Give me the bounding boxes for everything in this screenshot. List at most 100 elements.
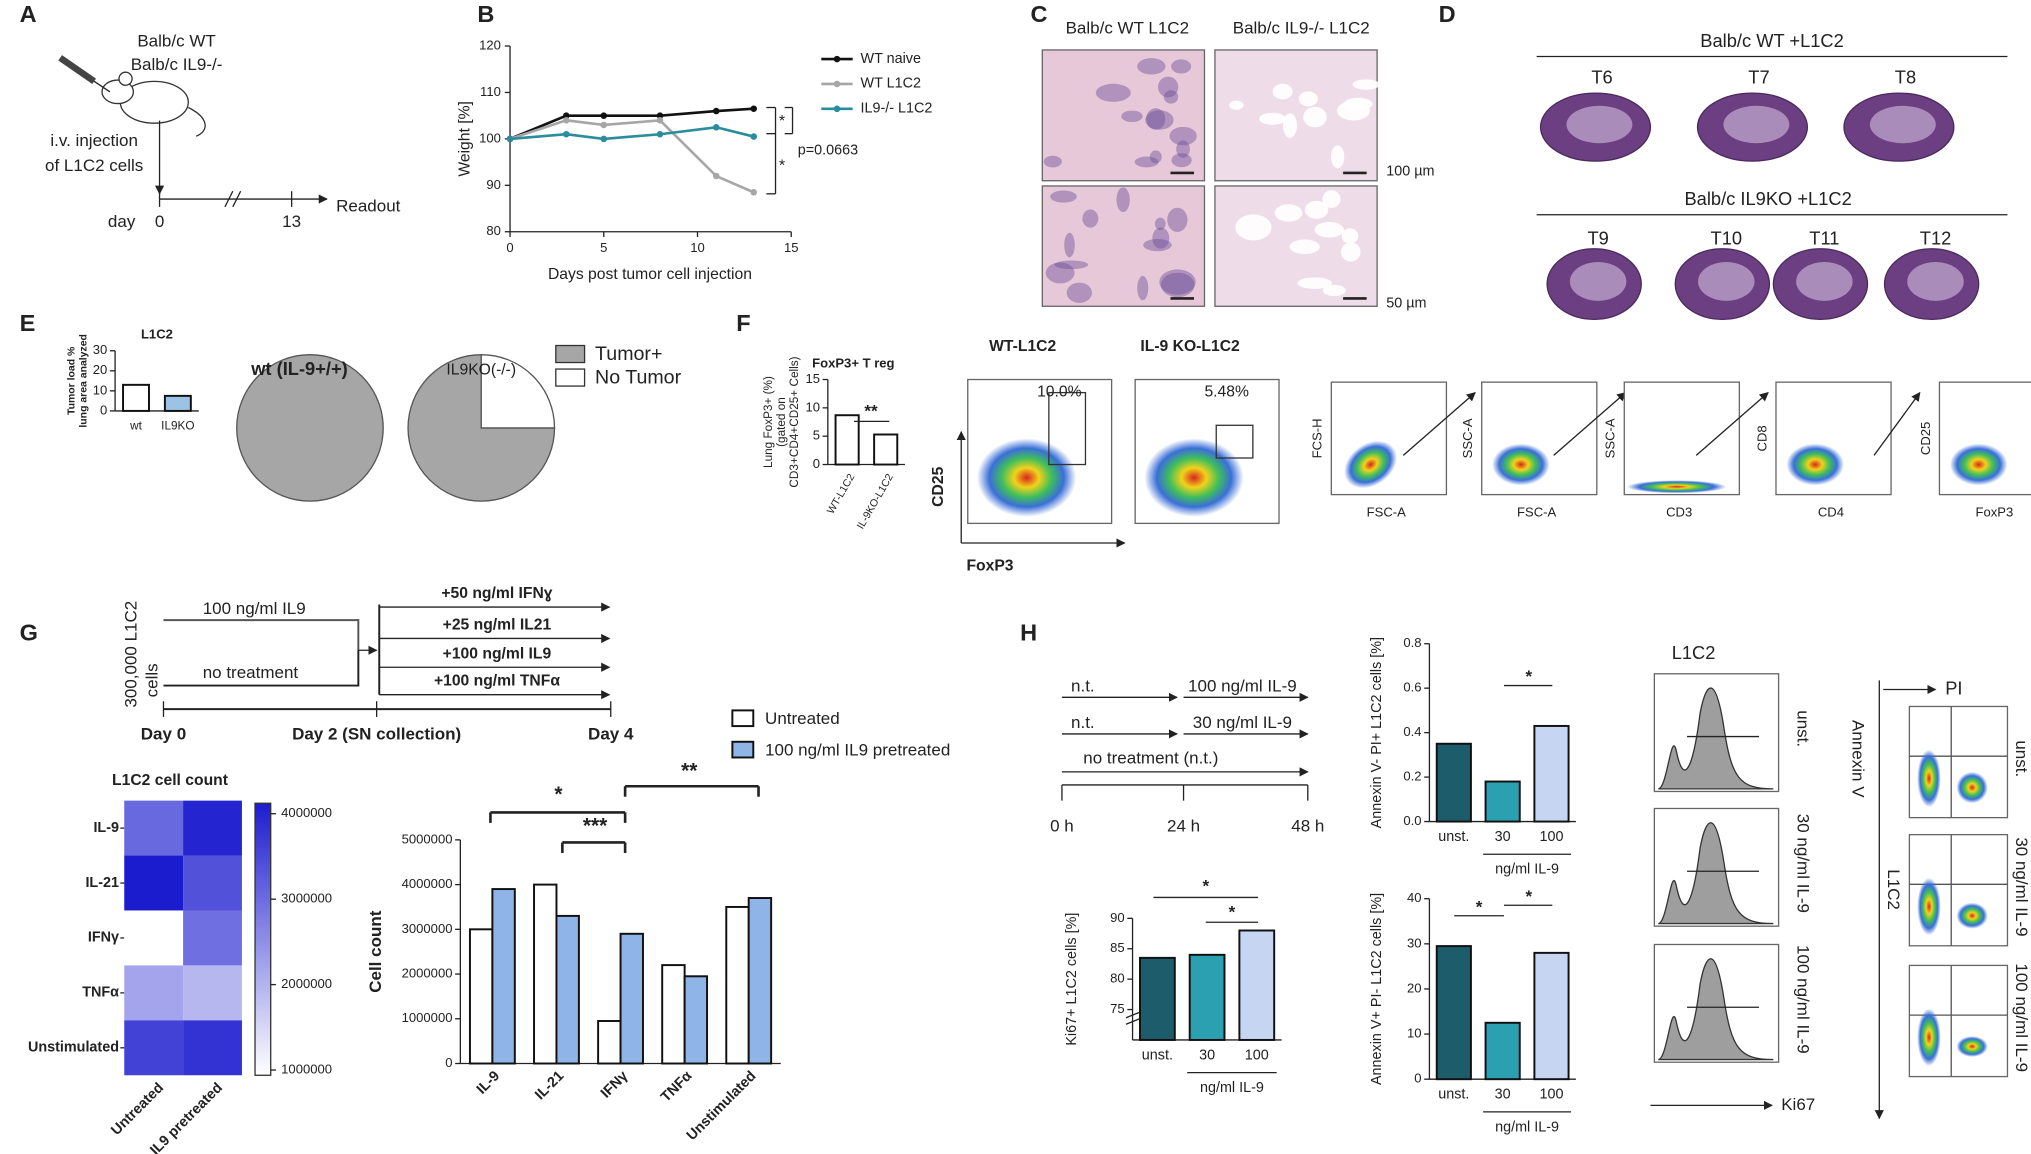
- flow-density: [976, 438, 1077, 517]
- x-axis-label: ng/ml IL-9: [1495, 862, 1559, 878]
- airspace: [1304, 200, 1329, 219]
- line: [509, 125, 755, 141]
- bar: [1484, 780, 1521, 823]
- x-tick-label: 15: [784, 240, 799, 255]
- label: 30 ng/ml IL-9: [1794, 814, 1813, 913]
- y-tick-label: 0: [1414, 1071, 1421, 1086]
- y-tick-label: 90: [1110, 910, 1125, 925]
- heatmap-cell: [124, 965, 184, 1021]
- tissue: [1146, 108, 1166, 130]
- tissue: [1045, 262, 1075, 284]
- label: Ki67: [1781, 1095, 1815, 1114]
- y-tick-label: 0.4: [1403, 724, 1421, 739]
- bar: [555, 914, 580, 1065]
- bar: [1484, 1021, 1521, 1081]
- label: n.t.: [1071, 713, 1095, 732]
- y-axis-label: lung area analyzed: [78, 334, 89, 428]
- tissue: [1043, 155, 1062, 168]
- tissue: [1169, 126, 1197, 146]
- panel-letter: E: [20, 310, 36, 336]
- annotation: *: [1476, 897, 1483, 916]
- panel-letter: H: [1020, 620, 1037, 646]
- y-tick-label: 30: [93, 342, 108, 357]
- tissue: [1116, 187, 1130, 213]
- y-tick-label: 30: [1407, 935, 1422, 950]
- y-tick-label: 40: [1407, 890, 1422, 905]
- y-tick-label: 10: [93, 382, 108, 397]
- x-tick-label: 100: [1539, 829, 1563, 845]
- legend-swatch: [731, 740, 755, 759]
- airspace: [1235, 214, 1272, 241]
- x-tick-label: IL-21: [532, 1068, 567, 1103]
- airspace: [1322, 284, 1346, 297]
- legend-label: WT naive: [861, 51, 921, 67]
- gate-percent: 5.48%: [1204, 384, 1249, 401]
- x-tick-label: 30: [1495, 1087, 1511, 1103]
- row-label: Unstimulated: [28, 1040, 119, 1056]
- y-tick-label: 0.6: [1403, 680, 1421, 695]
- gating-density: [1344, 440, 1398, 489]
- label: 100 ng/ml IL-9: [2012, 963, 2031, 1072]
- annotation: *: [1525, 887, 1532, 906]
- histogram: [1657, 958, 1774, 1061]
- tissue: [1137, 58, 1166, 75]
- y-tick-label: 0.0: [1403, 813, 1421, 828]
- label: no treatment (n.t.): [1083, 748, 1218, 767]
- point: [506, 135, 514, 143]
- label: Balb/c IL9-/- L1C2: [1233, 19, 1370, 38]
- label: 100 ng/ml IL-9: [1188, 676, 1297, 695]
- bar: [873, 433, 899, 466]
- bar: [1533, 724, 1570, 823]
- line: [509, 118, 755, 194]
- histogram: [1657, 822, 1774, 925]
- x-tick-label: IL9KO: [161, 420, 194, 433]
- airspace: [1303, 106, 1327, 128]
- point: [600, 121, 608, 129]
- heatmap-cell: [124, 1020, 184, 1076]
- label: 30 ng/ml IL-9: [2012, 837, 2031, 936]
- flow-density: [1956, 902, 1988, 929]
- bar: [468, 928, 494, 1065]
- heatmap-cell: [183, 855, 242, 911]
- bar: [1435, 742, 1472, 823]
- flow-density: [1917, 749, 1941, 808]
- point: [656, 130, 664, 138]
- legend-swatch: [555, 344, 586, 364]
- bar: [1139, 956, 1176, 1041]
- tumor-section-inner: [1698, 262, 1755, 301]
- annotation: *: [1229, 903, 1236, 922]
- colorbar-label: 1000000: [281, 1061, 332, 1076]
- tissue: [1121, 110, 1143, 123]
- label: 13: [282, 212, 301, 231]
- label: Balb/c IL9KO +L1C2: [1684, 188, 1851, 209]
- tissue: [1050, 190, 1077, 203]
- x-tick-label: unst.: [1438, 829, 1469, 845]
- label: Readout: [336, 196, 401, 215]
- pie-slice: [407, 354, 556, 502]
- tissue: [1171, 59, 1192, 74]
- y-tick-label: 0: [100, 402, 107, 417]
- histology-image: [1041, 185, 1206, 307]
- panel-letter: G: [20, 620, 38, 646]
- tissue: [1082, 209, 1099, 228]
- label: 300,000 L1C2: [122, 601, 141, 708]
- y-tick-label: 4000000: [402, 876, 453, 891]
- label: T11: [1809, 227, 1839, 248]
- gate: [1048, 391, 1087, 466]
- label: FCS-H: [1310, 418, 1325, 458]
- arrow: [1402, 391, 1476, 456]
- y-axis-label: Cell count: [366, 910, 385, 993]
- x-tick-label: unst.: [1142, 1047, 1173, 1063]
- chart-title: FoxP3+ T reg: [812, 355, 894, 370]
- heatmap-cell: [183, 800, 242, 856]
- point: [563, 112, 570, 119]
- x-tick-label: 10: [690, 240, 705, 255]
- label: +50 ng/ml IFNɣ: [441, 585, 552, 602]
- annotation: ***: [583, 814, 608, 837]
- label: 30 ng/ml IL-9: [1193, 713, 1292, 732]
- label: cells: [142, 663, 161, 697]
- y-tick-label: 75: [1110, 1001, 1125, 1016]
- axis-break: [1125, 1011, 1140, 1019]
- label: SSC-A: [1603, 418, 1618, 458]
